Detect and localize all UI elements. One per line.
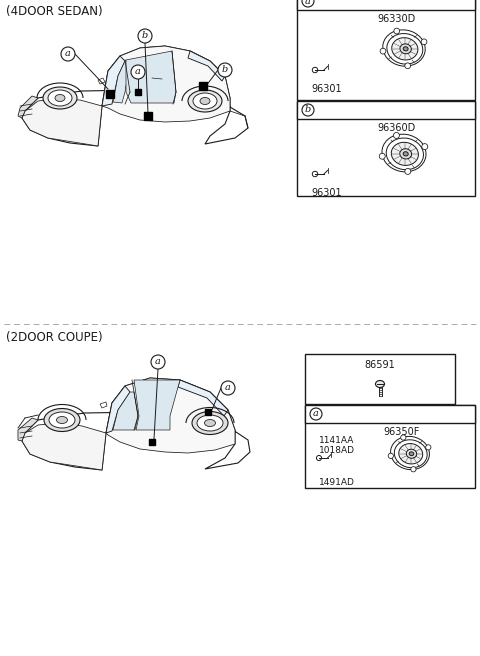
Ellipse shape <box>197 415 223 431</box>
Polygon shape <box>22 99 102 146</box>
Text: a: a <box>313 409 319 419</box>
Circle shape <box>221 381 235 395</box>
Circle shape <box>131 65 145 79</box>
Bar <box>297 101 475 196</box>
Polygon shape <box>106 386 130 433</box>
Circle shape <box>379 154 385 159</box>
Ellipse shape <box>399 443 423 464</box>
Circle shape <box>316 455 322 461</box>
Polygon shape <box>102 56 125 106</box>
Text: b: b <box>222 66 228 75</box>
Ellipse shape <box>200 98 210 104</box>
Polygon shape <box>18 418 38 441</box>
Ellipse shape <box>49 412 75 428</box>
Ellipse shape <box>375 380 384 388</box>
Ellipse shape <box>44 409 80 432</box>
Ellipse shape <box>403 47 408 51</box>
Circle shape <box>312 171 318 176</box>
Circle shape <box>401 435 406 440</box>
Ellipse shape <box>188 90 222 112</box>
Ellipse shape <box>43 87 77 109</box>
Circle shape <box>302 0 314 7</box>
Polygon shape <box>188 51 225 81</box>
Bar <box>297 0 475 100</box>
Ellipse shape <box>382 134 426 172</box>
Ellipse shape <box>400 149 412 159</box>
Ellipse shape <box>55 94 65 102</box>
Ellipse shape <box>48 90 72 106</box>
Text: (2DOOR COUPE): (2DOOR COUPE) <box>6 331 103 344</box>
Text: 96330D: 96330D <box>377 14 415 24</box>
Ellipse shape <box>395 440 427 468</box>
Ellipse shape <box>387 33 423 64</box>
Circle shape <box>426 445 431 450</box>
Polygon shape <box>22 46 248 146</box>
Ellipse shape <box>400 44 411 54</box>
Circle shape <box>218 63 232 77</box>
Polygon shape <box>98 78 105 84</box>
Ellipse shape <box>192 411 228 434</box>
Polygon shape <box>106 378 235 453</box>
Text: a: a <box>225 384 231 392</box>
Circle shape <box>302 104 314 116</box>
Bar <box>305 405 475 488</box>
Ellipse shape <box>204 419 216 426</box>
Polygon shape <box>113 392 138 430</box>
Circle shape <box>394 28 399 34</box>
Polygon shape <box>102 46 230 122</box>
Polygon shape <box>22 378 250 470</box>
Polygon shape <box>126 51 176 103</box>
Circle shape <box>422 144 428 150</box>
Bar <box>305 405 475 423</box>
Text: a: a <box>65 49 71 58</box>
Circle shape <box>151 355 165 369</box>
Ellipse shape <box>406 449 417 459</box>
Ellipse shape <box>391 142 419 165</box>
Polygon shape <box>100 402 107 408</box>
Text: 86591: 86591 <box>365 360 396 370</box>
Circle shape <box>405 169 411 174</box>
Circle shape <box>61 47 75 61</box>
Text: b: b <box>305 106 311 115</box>
Polygon shape <box>134 380 180 430</box>
Bar <box>297 101 475 119</box>
Text: b: b <box>142 31 148 41</box>
Circle shape <box>138 29 152 43</box>
Text: (4DOOR SEDAN): (4DOOR SEDAN) <box>6 5 103 18</box>
Text: 1491AD: 1491AD <box>319 478 355 487</box>
Text: 96360D: 96360D <box>377 123 415 133</box>
Circle shape <box>421 39 427 45</box>
Text: 96301: 96301 <box>311 84 342 94</box>
Circle shape <box>388 453 394 459</box>
Bar <box>297 0 475 10</box>
Ellipse shape <box>403 152 408 156</box>
Text: 96301: 96301 <box>311 188 342 198</box>
Polygon shape <box>113 60 130 103</box>
Text: a: a <box>305 0 311 5</box>
Ellipse shape <box>57 417 68 424</box>
Text: a: a <box>135 68 141 77</box>
Text: a: a <box>155 358 161 367</box>
Circle shape <box>380 49 386 54</box>
Polygon shape <box>22 423 106 470</box>
Circle shape <box>405 63 410 69</box>
Circle shape <box>411 466 416 472</box>
Ellipse shape <box>409 452 414 456</box>
Circle shape <box>312 68 318 73</box>
Ellipse shape <box>386 138 423 170</box>
Circle shape <box>394 133 399 138</box>
Text: 1018AD: 1018AD <box>319 446 355 455</box>
Text: 96350F: 96350F <box>384 427 420 437</box>
Text: 1141AA: 1141AA <box>319 436 354 445</box>
Circle shape <box>310 408 322 420</box>
Ellipse shape <box>391 436 430 470</box>
Ellipse shape <box>392 37 418 60</box>
Polygon shape <box>178 380 228 416</box>
Ellipse shape <box>193 93 217 109</box>
Ellipse shape <box>383 30 425 66</box>
Polygon shape <box>18 96 38 118</box>
Bar <box>305 354 455 404</box>
